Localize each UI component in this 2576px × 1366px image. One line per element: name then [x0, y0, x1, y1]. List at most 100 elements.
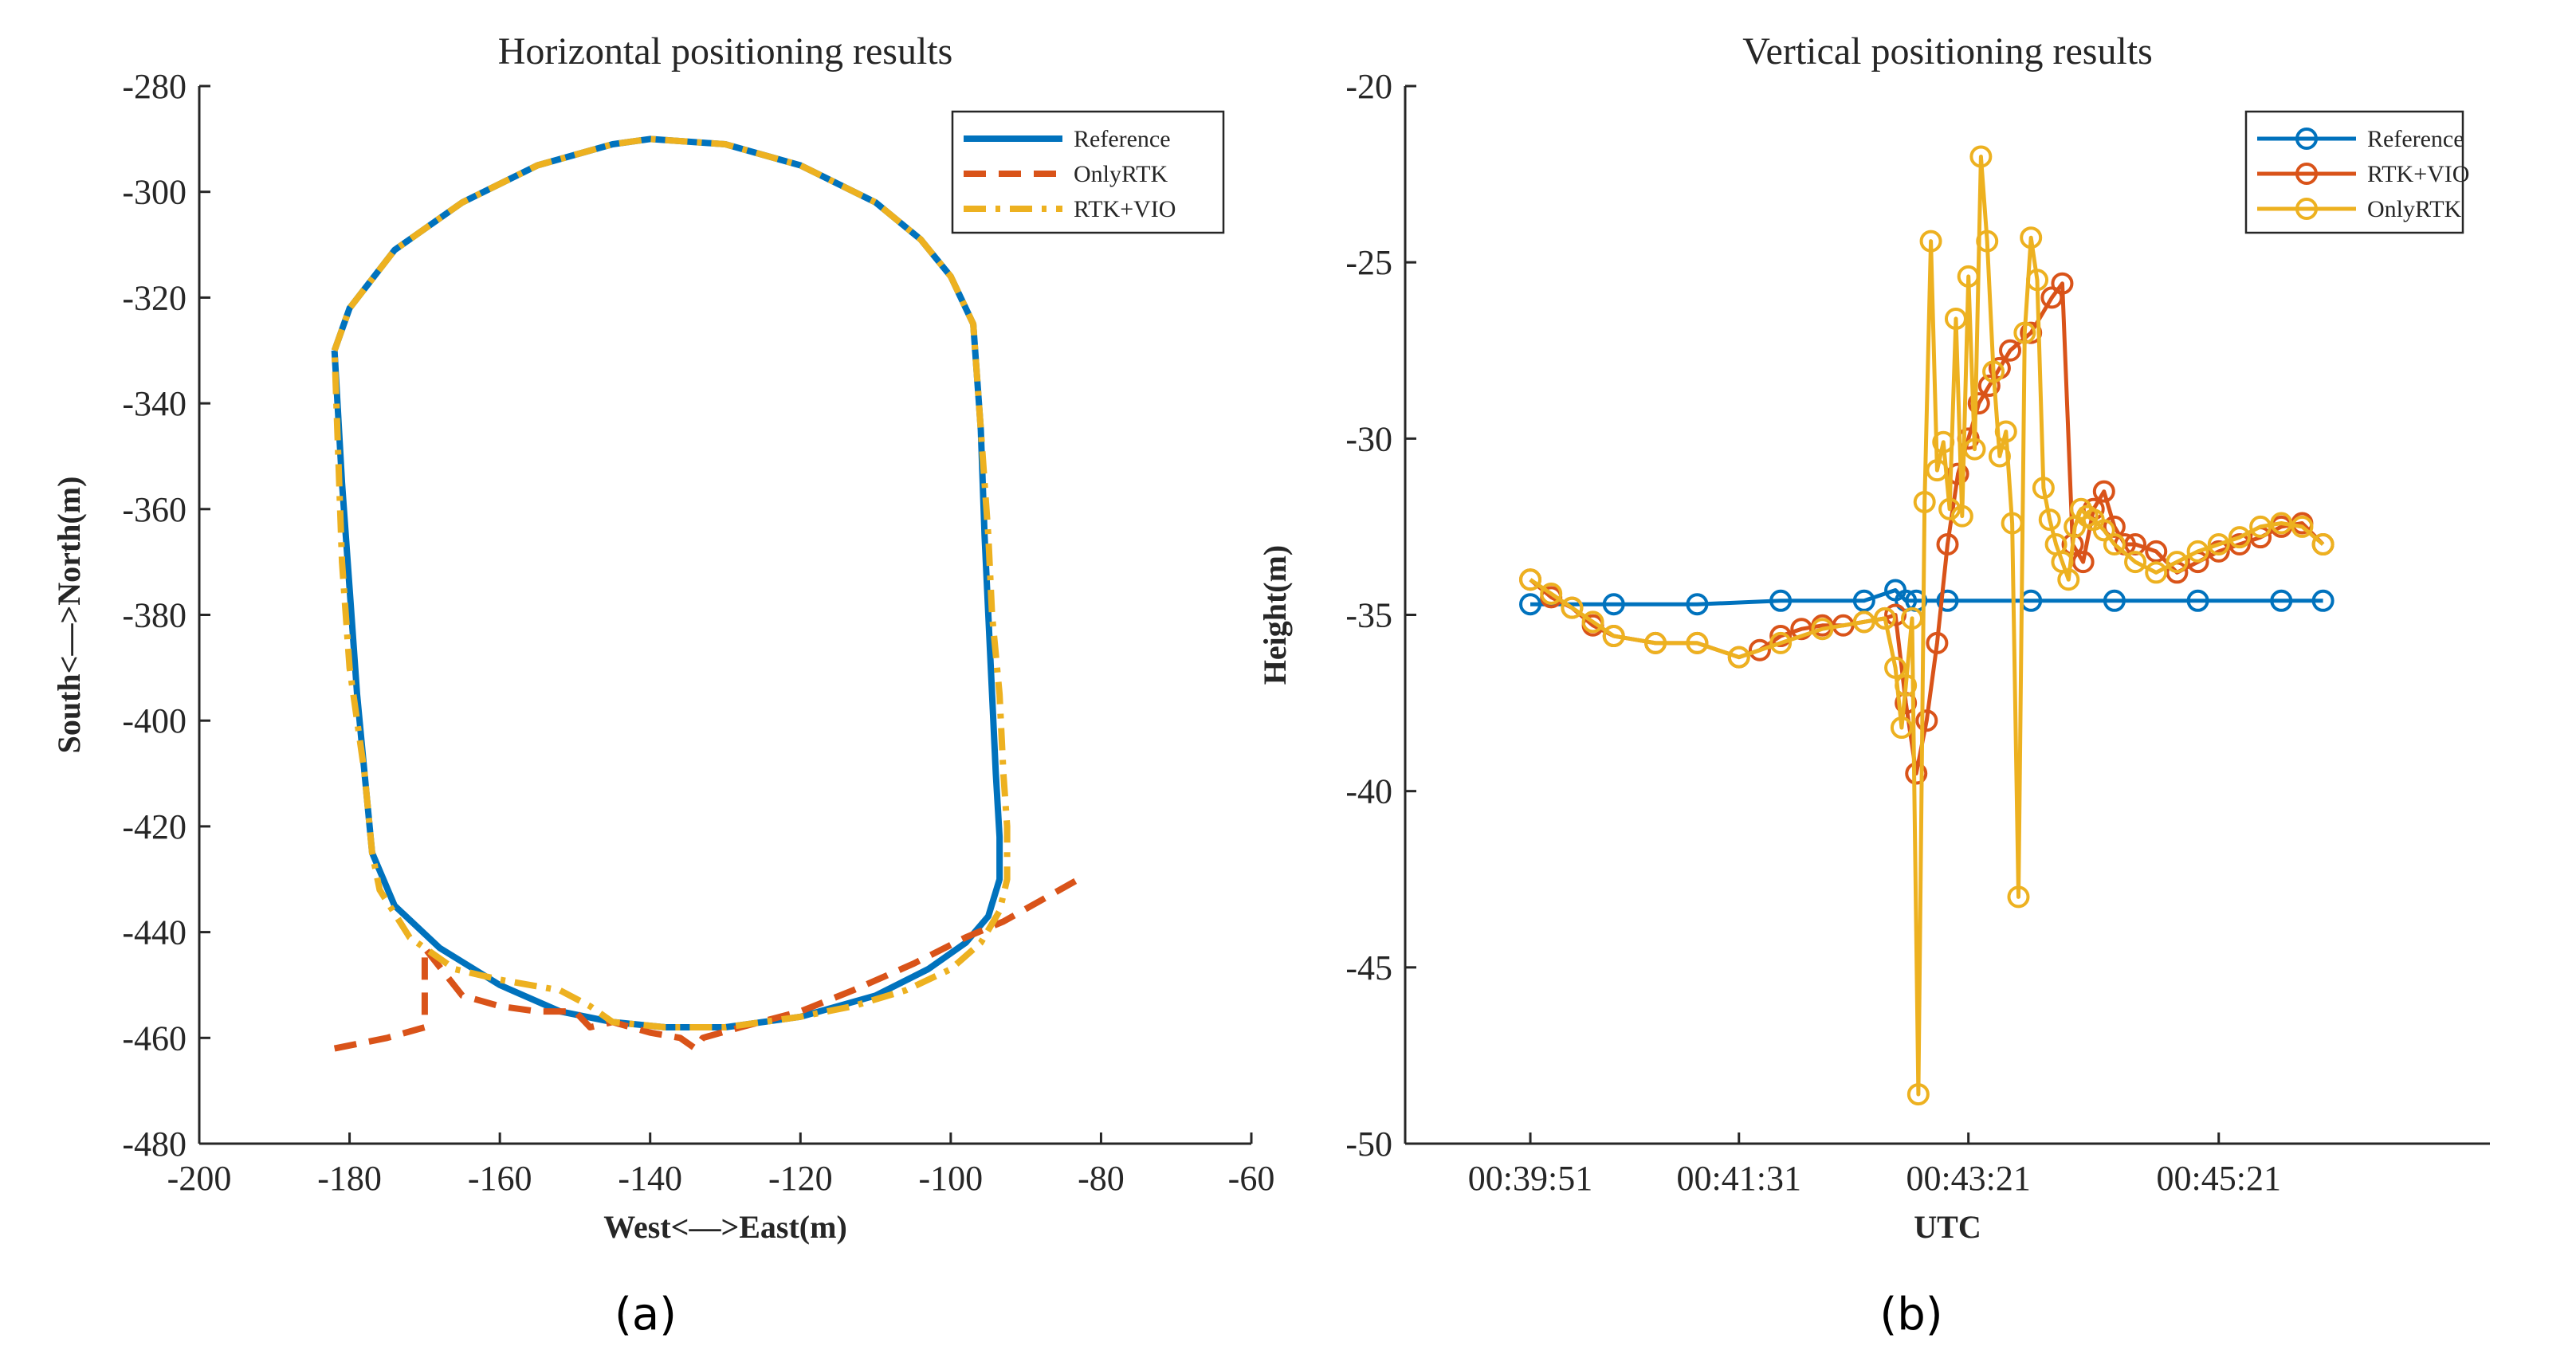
data-point: [2145, 561, 2168, 584]
y-tick-label: -50: [1345, 1125, 1392, 1164]
y-tick-label: -20: [1345, 67, 1392, 106]
data-point: [2092, 519, 2115, 542]
data-point: [1686, 631, 1709, 654]
data-point: [2103, 533, 2126, 556]
y-tick-label: -480: [122, 1125, 187, 1164]
data-point: [1994, 420, 2017, 443]
y-tick-label: -320: [122, 278, 187, 317]
data-point: [1769, 589, 1793, 612]
x-tick-label: 00:43:21: [1906, 1159, 2030, 1198]
data-point: [1602, 625, 1625, 648]
data-point: [2207, 540, 2230, 563]
y-tick-label: -25: [1345, 243, 1392, 282]
data-point: [2249, 515, 2272, 538]
data-point: [1932, 430, 1955, 453]
y-tick-label: -280: [122, 67, 187, 106]
chart-2: Vertical positioning results -20 -25 -30 -35…: [1257, 30, 2490, 1340]
y-tick-label: -460: [122, 1019, 187, 1058]
data-point: [1946, 462, 1969, 485]
data-point: [2145, 540, 2168, 563]
data-point: [1988, 445, 2011, 468]
y-axis-label: Height(m): [1257, 545, 1293, 685]
data-point: [1977, 374, 2001, 397]
data-point: [1581, 610, 1604, 634]
y-tick-label: -380: [122, 596, 187, 635]
data-point: [1811, 618, 1834, 641]
data-point: [2228, 533, 2251, 556]
series-line-reference: [331, 135, 1003, 1030]
data-point: [2032, 477, 2055, 500]
data-point: [2092, 480, 2115, 503]
y-tick-label: -400: [122, 701, 187, 740]
legend-entry: Reference: [1074, 126, 1171, 152]
data-point: [1982, 360, 2005, 383]
data-point: [1963, 438, 1986, 461]
legend-marker: [2295, 198, 2318, 220]
y-tick-label: -360: [122, 490, 187, 529]
data-point: [1895, 673, 1918, 697]
series-line-onlyrtk: [333, 876, 1081, 1052]
x-axis-label: West<—>East(m): [603, 1209, 847, 1245]
data-point: [1519, 568, 1542, 591]
x-tick-label: -160: [468, 1159, 532, 1198]
y-tick-label: -440: [122, 913, 187, 952]
data-point: [2051, 272, 2074, 295]
x-tick-label: -120: [768, 1159, 833, 1198]
data-point: [2007, 885, 2030, 909]
legend-marker: [2295, 163, 2318, 185]
legend-entry: OnlyRTK: [1074, 161, 1168, 187]
data-point: [1905, 762, 1928, 785]
data-point: [1950, 504, 1973, 528]
data-point: [2291, 515, 2314, 538]
legend-entry: RTK+VIO: [2367, 161, 2469, 187]
figure-caption: (b): [1879, 1289, 1942, 1340]
data-point: [2186, 540, 2209, 563]
legend-marker: [2295, 128, 2318, 150]
data-point: [1901, 606, 1924, 630]
x-tick-label: -200: [167, 1159, 232, 1198]
y-tick-label: -420: [122, 807, 187, 846]
data-point: [2013, 321, 2036, 344]
data-point: [1540, 582, 1563, 605]
data-point: [1944, 307, 1967, 330]
y-tick-label: -300: [122, 173, 187, 212]
data-point: [1686, 593, 1709, 616]
y-axis-label: South<—>North(m): [51, 477, 87, 754]
data-point: [2311, 589, 2334, 612]
data-point: [2057, 568, 2080, 591]
chart-title: Horizontal positioning results: [498, 30, 953, 73]
data-point: [1602, 593, 1625, 616]
y-tick-label: -40: [1345, 772, 1392, 811]
data-point: [1915, 709, 1938, 732]
data-point: [1938, 497, 1961, 520]
data-point: [1936, 533, 1959, 556]
data-point: [1852, 610, 1875, 634]
data-point: [1852, 589, 1875, 612]
series-line-onlyrtk: [1529, 155, 2325, 1097]
data-point: [1769, 631, 1793, 654]
data-point: [1890, 716, 1913, 740]
data-point: [1748, 638, 1771, 661]
x-tick-label: -80: [1078, 1159, 1125, 1198]
x-tick-label: 00:41:31: [1677, 1159, 1801, 1198]
data-point: [1727, 646, 1750, 669]
x-tick-label: -100: [919, 1159, 984, 1198]
data-point: [1969, 145, 1993, 168]
data-point: [2020, 226, 2043, 249]
data-point: [2124, 551, 2147, 574]
data-point: [1884, 656, 1907, 679]
y-tick-label: -30: [1345, 419, 1392, 458]
data-point: [1790, 618, 1813, 641]
y-tick-label: -35: [1345, 596, 1392, 635]
data-point: [2001, 512, 2024, 535]
legend-box: [951, 110, 1225, 234]
legend: Reference OnlyRTK RTK+VIO: [951, 110, 1225, 234]
legend-entry: Reference: [2367, 126, 2464, 152]
data-point: [1967, 392, 1990, 415]
chart-1: Horizontal positioning results -280 -300 -3…: [51, 30, 1274, 1340]
data-point: [1976, 230, 1999, 253]
data-point: [1999, 339, 2022, 362]
legend-entry: OnlyRTK: [2367, 196, 2462, 222]
x-tick-label: -60: [1228, 1159, 1275, 1198]
